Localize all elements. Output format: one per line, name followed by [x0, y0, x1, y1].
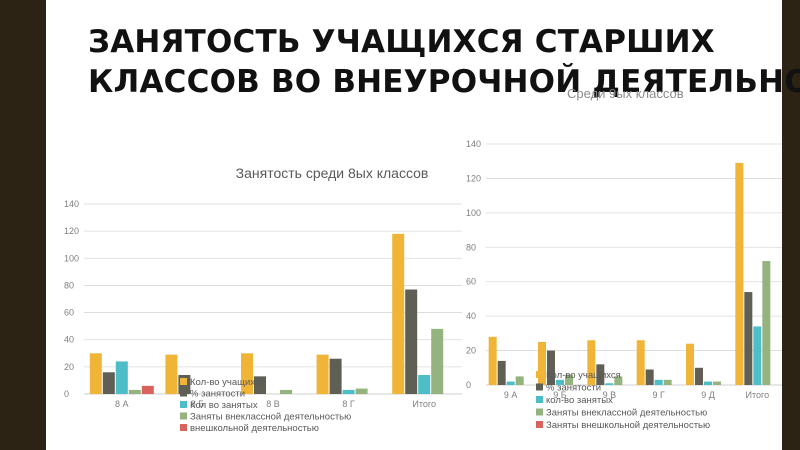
chart9-bar [654, 379, 663, 385]
chart8-bar [89, 353, 102, 394]
chart9-y-tick-label: 60 [466, 277, 476, 287]
chart8-bar [329, 358, 342, 394]
chart9-bar [713, 381, 721, 385]
chart9-category-label: 9 Д [701, 390, 715, 400]
chart9-bar [605, 383, 614, 385]
chart9-legend-label: % занятости [546, 383, 601, 394]
chart9-bar [695, 367, 703, 385]
chart9-title: Среди 9ых классов [567, 86, 684, 101]
chart9-bar [596, 364, 605, 385]
chart9-legend-swatch [536, 371, 543, 378]
chart9-category-label: 9 А [504, 390, 518, 400]
chart8-legend-swatch [180, 389, 187, 397]
chart9-bar [614, 376, 623, 385]
chart8-y-tick-label: 20 [64, 362, 74, 372]
chart8-category-label: 8 Б [191, 399, 205, 409]
chart9-bar [515, 376, 524, 385]
chart9-y-tick-label: 120 [466, 173, 481, 183]
chart9-category-label: 9 В [603, 390, 617, 400]
chart9-y-tick-label: 140 [466, 139, 481, 149]
chart8-bar [355, 388, 368, 394]
chart9-bar [686, 343, 694, 385]
chart8-legend-swatch [180, 412, 187, 420]
chart9-bar [547, 350, 555, 385]
chart8-legend-label: Кол во занятых [190, 400, 258, 411]
chart8-bar [342, 389, 355, 394]
chart9-bar [497, 360, 506, 385]
chart9-category-label: 9 Б [553, 390, 567, 400]
chart8-legend-swatch [180, 424, 187, 431]
chart8-y-tick-label: 0 [64, 389, 69, 399]
chart9-y-tick-label: 80 [466, 242, 476, 252]
chart9-legend-swatch [536, 408, 543, 416]
chart8-legend-swatch [180, 401, 187, 408]
chart8-legend-label: внешкольной деятельностью [190, 423, 319, 434]
chart9-bar [488, 336, 497, 385]
chart9-legend-swatch [536, 396, 543, 403]
chart8-y-tick-label: 140 [64, 199, 79, 209]
chart9-legend-label: кол-во занятых [546, 395, 613, 406]
chart9-legend-swatch [536, 383, 543, 391]
chart8-legend-swatch [180, 378, 187, 385]
chart8-legend-label: % занятости [190, 389, 245, 400]
chart8-bar [241, 353, 253, 394]
chart9-bar [663, 379, 672, 385]
chart9-legend-label: Заняты внеклассной деятельностью [546, 408, 707, 419]
chart8-bar [431, 328, 444, 394]
chart9-y-tick-label: 100 [466, 208, 481, 218]
chart8-bar [392, 233, 405, 394]
chart8-bar [418, 375, 431, 394]
chart9-legend-swatch [536, 421, 543, 428]
chart8-bar [128, 389, 141, 394]
left-decor-band [0, 0, 46, 450]
chart9-bar [753, 326, 762, 385]
chart9-y-tick-label: 0 [466, 380, 471, 390]
chart8-legend-label: Заняты внеклассной деятельностью [190, 412, 351, 423]
chart8-bar [165, 354, 178, 394]
chart9-bar [735, 162, 744, 385]
chart9-bar [538, 341, 546, 385]
chart9-bar [704, 381, 712, 385]
chart9-bar [636, 340, 645, 385]
chart8-bar [102, 372, 115, 394]
slide-title-line-2: КЛАССОВ ВО ВНЕУРОЧНОЙ ДЕЯТЕЛЬНОСТИ [88, 64, 800, 100]
chart9-y-tick-label: 40 [466, 311, 476, 321]
chart8-bar [280, 389, 292, 394]
chart9-bar [744, 292, 753, 385]
chart8-y-tick-label: 60 [64, 308, 74, 318]
chart9-bar [556, 379, 564, 385]
chart9-bar [645, 369, 654, 385]
chart8-y-tick-label: 100 [64, 253, 79, 263]
chart8-bar [254, 376, 266, 394]
chart9-y-tick-label: 20 [466, 346, 476, 356]
chart8-bar [141, 385, 154, 394]
chart9-bar [506, 381, 515, 385]
chart8-title: Занятость среди 8ых классов [236, 165, 429, 181]
chart9-legend-label: Заняты внешкольной деятельностью [546, 420, 710, 431]
chart9-bar [587, 340, 596, 385]
chart8-category-label: 8 А [115, 399, 129, 409]
chart8-legend-label: Кол-во учащихся [190, 377, 265, 388]
chart9-bar [762, 261, 771, 385]
chart9-category-label: Итого [746, 390, 770, 400]
chart8-category-label: 8 В [266, 399, 280, 409]
chart8-category-label: Итого [412, 399, 436, 409]
chart8-bar [316, 354, 329, 394]
chart8-y-tick-label: 80 [64, 280, 74, 290]
chart9-legend-label: Кол-во учащихся [546, 370, 621, 381]
right-decor-band [782, 0, 800, 450]
slide-title: ЗАНЯТОСТЬ УЧАЩИХСЯ СТАРШИХ КЛАССОВ ВО ВН… [88, 22, 800, 102]
slide-title-line-1: ЗАНЯТОСТЬ УЧАЩИХСЯ СТАРШИХ [88, 24, 715, 60]
chart8-bar [405, 289, 418, 394]
chart9-category-label: 9 Г [652, 390, 665, 400]
chart8-bar [115, 361, 128, 394]
chart9-bar [565, 374, 573, 385]
chart8-category-label: 8 Г [342, 399, 355, 409]
chart8-y-tick-label: 120 [64, 226, 79, 236]
chart8-y-tick-label: 40 [64, 335, 74, 345]
